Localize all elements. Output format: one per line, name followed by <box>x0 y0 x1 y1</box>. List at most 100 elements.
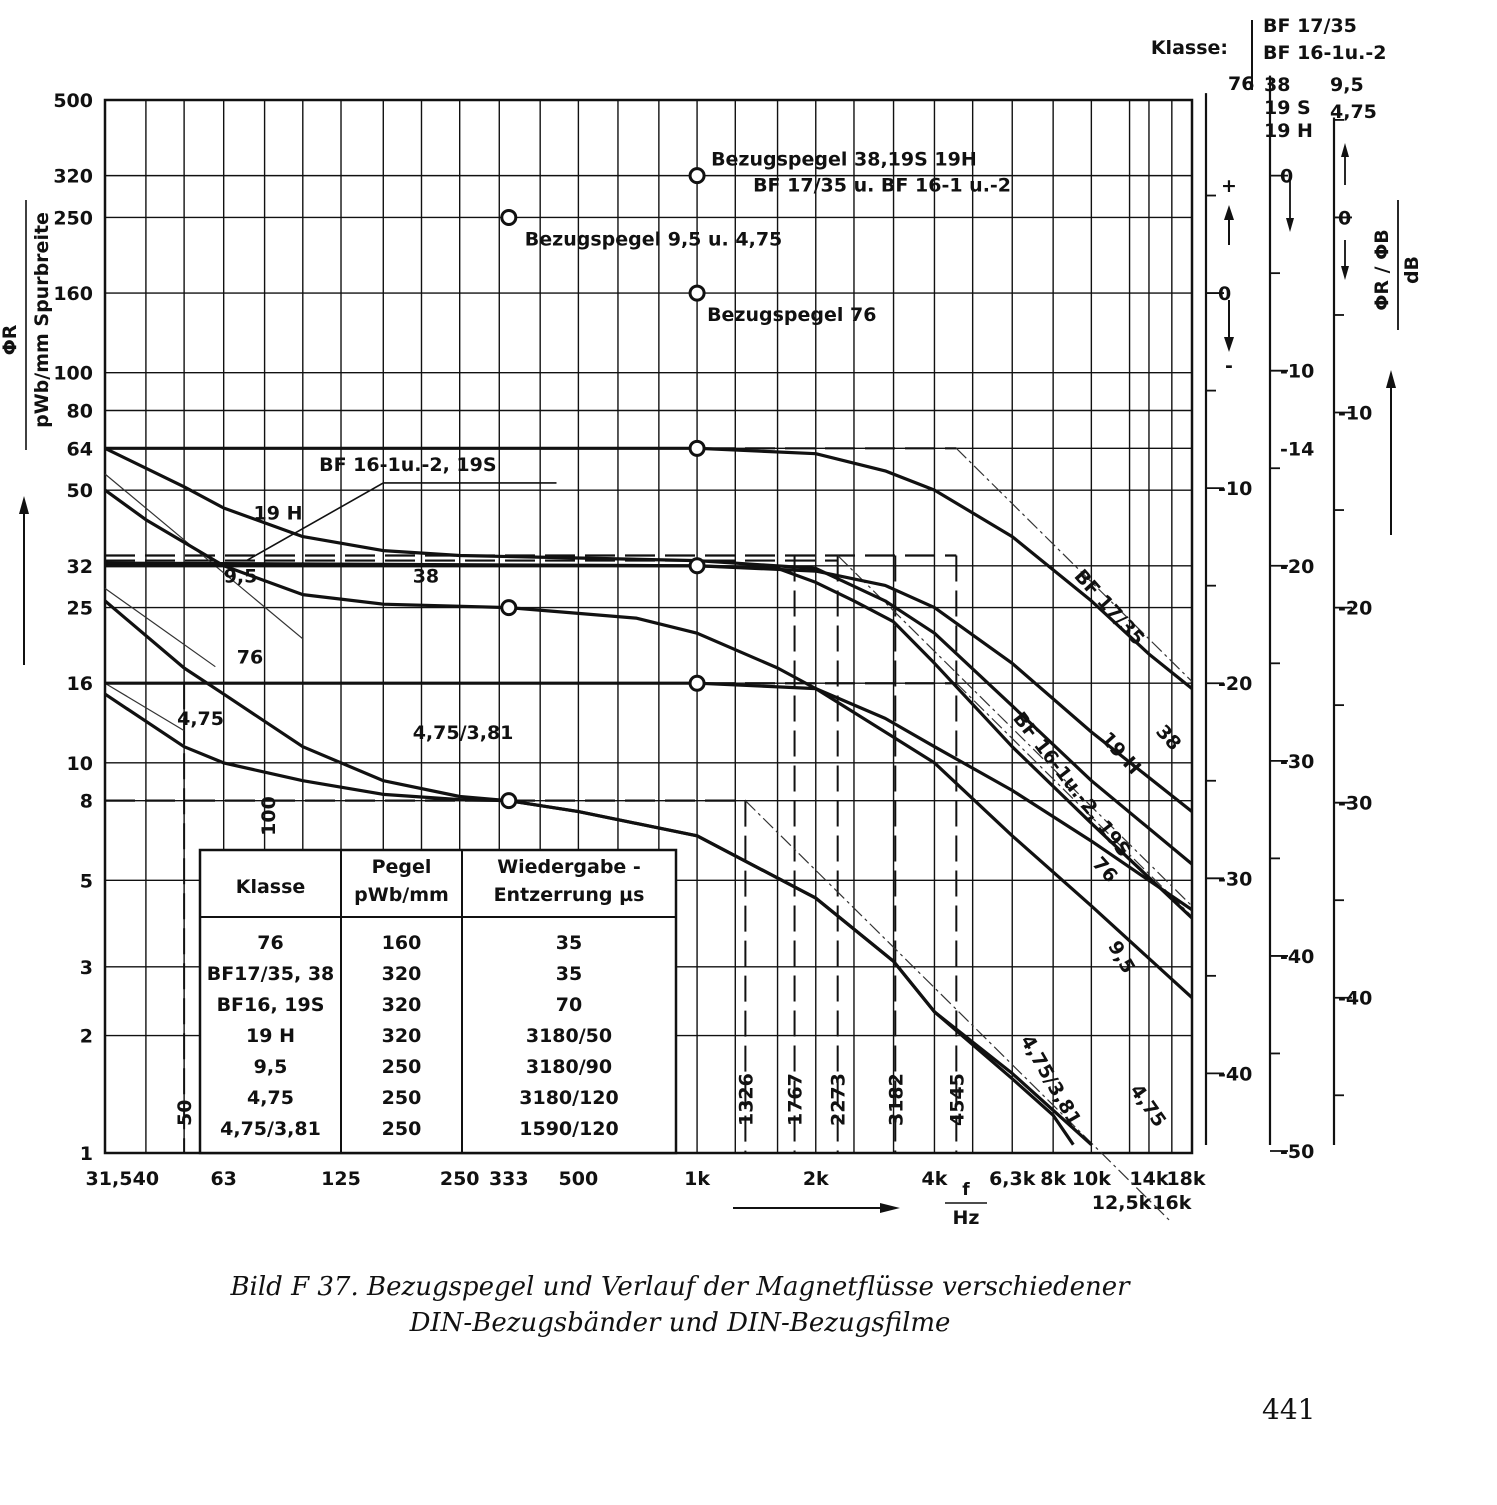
scale-tick-label: -30 <box>1338 793 1372 815</box>
scale-tick-label: -14 <box>1280 439 1314 461</box>
corner-frequency-label: 3182 <box>885 1073 907 1126</box>
series-line <box>104 561 1194 920</box>
curve-label: 19 H <box>254 503 303 525</box>
table-cell: 4,75/3,81 <box>220 1118 321 1140</box>
x-tick-label: 2k <box>803 1168 829 1190</box>
x-tick-label: 14k <box>1129 1168 1168 1190</box>
table-cell: 35 <box>556 963 582 985</box>
scale3-up-arrowhead <box>1341 143 1349 157</box>
y-tick-label: 64 <box>67 438 93 460</box>
x-tick-label: 63 <box>210 1168 236 1190</box>
table-cell: 3180/120 <box>519 1087 618 1109</box>
y-tick-label: 160 <box>53 283 93 305</box>
curve-label: 38 <box>413 565 439 587</box>
db-axis-symbol: ΦR / ΦB <box>1371 229 1393 311</box>
x-tick-label: 4k <box>922 1168 948 1190</box>
scale-header: 19 H <box>1264 120 1313 142</box>
y-axis-symbol: ΦR <box>0 324 21 355</box>
asymptote-line <box>955 682 1193 917</box>
x-tick-label: 250 <box>440 1168 480 1190</box>
x-tick-label: 333 <box>489 1168 529 1190</box>
scale-header: 19 S <box>1264 97 1311 119</box>
scale-tick-label: -10 <box>1218 478 1252 500</box>
table-frame <box>198 848 678 1155</box>
x-axis-symbol: f <box>962 1180 970 1200</box>
db-scale-9-5: 0 -10 -20 -30 -40 <box>1332 117 1372 1145</box>
up-arrowhead <box>1224 205 1234 220</box>
scale-header: 76 <box>1228 73 1254 95</box>
x-axis-unit: Hz <box>953 1207 980 1229</box>
table-header-cell: pWb/mm <box>354 884 449 906</box>
corner-frequency-label: 1326 <box>735 1073 757 1126</box>
y-tick-label: 2 <box>80 1026 93 1048</box>
reference-level-label: Bezugspegel 38,19S 19H <box>711 149 977 171</box>
table-cell: 250 <box>382 1118 422 1140</box>
curve-label: 100 <box>258 796 280 836</box>
series-line <box>105 681 1193 912</box>
table-header-cell: Klasse <box>236 876 306 898</box>
scale-header: 38 <box>1264 74 1290 96</box>
table-cell: 320 <box>382 1025 422 1047</box>
scale-tick-label: -40 <box>1218 1063 1252 1085</box>
down-arrowhead <box>1224 337 1234 352</box>
plus-sign: + <box>1221 175 1237 197</box>
table-cell: 19 H <box>246 1025 295 1047</box>
class-header: BF 16-1u.-2 <box>1263 42 1386 64</box>
asymptote-line <box>837 555 1193 907</box>
series-line <box>105 446 1194 690</box>
level-marker <box>688 557 706 575</box>
db-scale-76: 0 -10 -20 -30 -40 <box>1204 93 1252 1145</box>
corner-frequency-label: 1767 <box>785 1073 807 1126</box>
scale-tick-label: -20 <box>1338 598 1372 620</box>
minus-sign: - <box>1225 355 1233 377</box>
y-axis-label: pWb/mm Spurbreite <box>31 212 53 428</box>
reference-level-marker <box>688 284 706 302</box>
data-table: Klasse Pegel pWb/mm Wiedergabe - Entzerrung … <box>198 848 678 1155</box>
table-header-cell: Wiedergabe - <box>497 856 641 878</box>
x-tick-label: 8k <box>1040 1168 1066 1190</box>
y-tick-label: 32 <box>67 556 93 578</box>
level-marker <box>500 599 518 617</box>
corner-frequency-label: 2273 <box>828 1073 850 1126</box>
curve-label: BF 16-1u.-2, 19S <box>319 454 496 476</box>
scale-tick-label: -20 <box>1218 673 1252 695</box>
x-tick-label: 12,5k <box>1092 1192 1152 1214</box>
asymptote-line <box>955 447 1193 682</box>
y-tick-label: 250 <box>53 207 93 229</box>
x-tick-label: 500 <box>559 1168 599 1190</box>
level-marker <box>688 439 706 457</box>
y-tick-label: 500 <box>53 90 93 112</box>
x-axis-arrowhead <box>880 1203 900 1213</box>
level-marker <box>500 792 518 810</box>
reference-level-label: BF 17/35 u. BF 16-1 u.-2 <box>753 175 1011 197</box>
table-cell: BF17/35, 38 <box>207 963 335 985</box>
db-axis-unit: dB <box>1401 256 1423 284</box>
curve-label: 4,75/3,81 <box>413 722 514 744</box>
series-line <box>104 692 1075 1146</box>
scale-tick-label: 0 <box>1280 166 1293 188</box>
scale-tick-label: -10 <box>1338 403 1372 425</box>
scale-tick-label: 0 <box>1218 283 1231 305</box>
table-cell: BF16, 19S <box>217 994 325 1016</box>
y-tick-label: 10 <box>67 753 93 775</box>
x-tick-label: 18k <box>1166 1168 1205 1190</box>
table-cell: 70 <box>556 994 582 1016</box>
scale-tick-label: -30 <box>1280 751 1314 773</box>
y-tick-label: 320 <box>53 166 93 188</box>
table-header-cell: Pegel <box>372 856 432 878</box>
y-tick-label: 100 <box>53 363 93 385</box>
y-tick-label: 80 <box>67 401 93 423</box>
y-tick-label: 16 <box>67 673 93 695</box>
table-cell: 320 <box>382 963 422 985</box>
reference-level-label: Bezugspegel 9,5 u. 4,75 <box>525 228 782 250</box>
y-tick-label: 1 <box>80 1143 93 1165</box>
table-cell: 35 <box>556 932 582 954</box>
label-leader-line <box>246 482 557 562</box>
corner-frequency-label: 50 <box>174 1100 196 1126</box>
corner-frequency-label: 4545 <box>946 1073 968 1126</box>
x-tick-label: 40 <box>133 1168 159 1190</box>
y-tick-label: 5 <box>80 870 93 892</box>
series-label: 19 H <box>1096 728 1145 779</box>
figure-caption-line-1: Bild F 37. Bezugspegel und Verlauf der M… <box>230 1272 1130 1302</box>
